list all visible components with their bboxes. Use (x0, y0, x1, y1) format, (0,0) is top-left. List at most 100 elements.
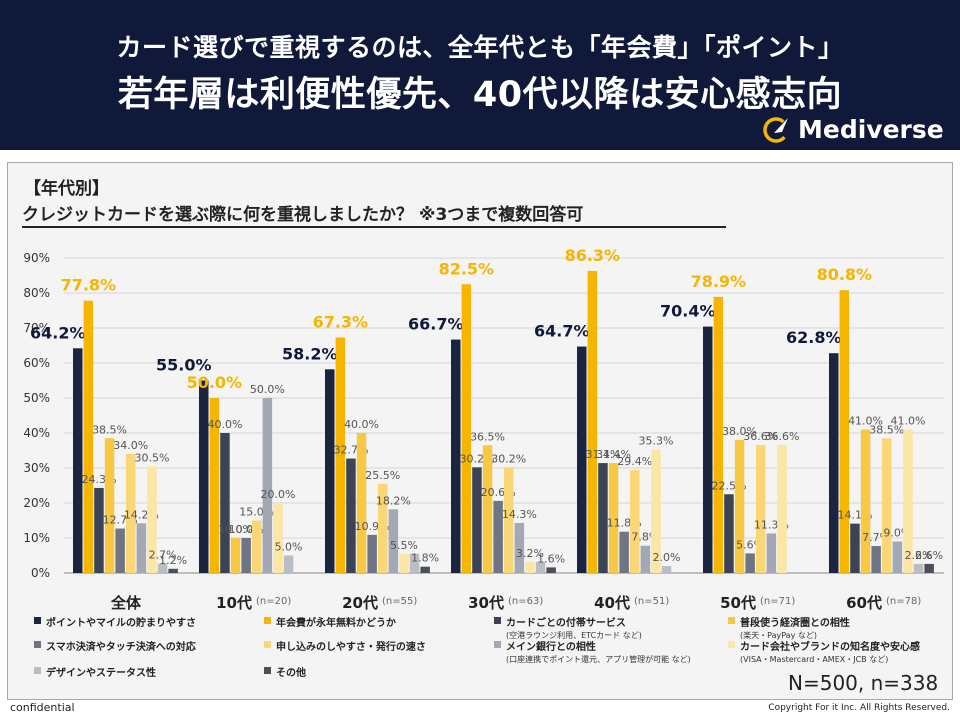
bar (104, 438, 115, 573)
data-label: 1.6% (537, 552, 565, 565)
bar (461, 284, 472, 573)
data-label: 29.4% (617, 455, 652, 468)
data-label: 78.9% (691, 272, 747, 291)
legend-label: 年会費が永年無料かどうか (276, 618, 396, 629)
legend-label: カードごとの付帯サービス (506, 618, 626, 629)
header-subtitle: カード選びで重視するのは、全年代とも「年会費」「ポイント」 (116, 33, 844, 62)
data-label: 41.0% (848, 415, 883, 428)
bar (913, 563, 924, 573)
data-label: 80.8% (817, 265, 873, 284)
legend-item: 年会費が永年無料かどうか (264, 614, 396, 629)
data-label: 86.3% (565, 246, 621, 265)
bar (356, 433, 367, 573)
data-label: 36.5% (470, 430, 505, 443)
data-label: 40.0% (344, 418, 379, 431)
bar (126, 454, 136, 573)
data-label: 50.0% (187, 373, 243, 392)
data-label: 38.5% (869, 423, 904, 436)
bar (252, 520, 262, 573)
confidential-label: confidential (10, 701, 75, 714)
bar (157, 563, 168, 573)
y-tick-label: 40% (23, 426, 50, 440)
brand-mark-icon (763, 117, 789, 143)
group-label: 40代 (594, 594, 630, 612)
bar (409, 553, 420, 573)
data-label: 1.2% (159, 554, 187, 567)
header-banner: カード選びで重視するのは、全年代とも「年会費」「ポイント」 若年層は利便性優先、… (0, 0, 960, 150)
y-tick-label: 60% (23, 356, 50, 370)
brand-name: Mediverse (798, 114, 944, 144)
data-label: 34.0% (113, 439, 148, 452)
bar (241, 538, 251, 573)
bar (472, 467, 482, 573)
legend-swatch (494, 617, 501, 624)
legend-swatch (728, 617, 735, 624)
bar (335, 337, 346, 573)
data-label: 31.4% (596, 448, 631, 461)
bar (451, 339, 461, 573)
data-label: 70.4% (660, 302, 716, 321)
data-label: 64.7% (534, 322, 590, 341)
data-label: 5.0% (275, 541, 303, 554)
group-label: 50代 (720, 594, 756, 612)
legend-item: その他 (264, 664, 306, 679)
y-tick-label: 90% (23, 251, 50, 265)
bar (230, 538, 241, 573)
bar (924, 563, 934, 573)
group-sample-size: (n=55) (382, 596, 417, 607)
bar (871, 546, 881, 573)
data-label: 2.0% (653, 551, 681, 564)
bar (535, 561, 546, 573)
legend-swatch (264, 667, 271, 674)
bar (829, 353, 839, 573)
data-label: 14.3% (502, 508, 537, 521)
bar (724, 494, 734, 573)
data-label: 1.8% (411, 552, 439, 565)
data-label: 38.5% (92, 423, 127, 436)
bar (346, 458, 356, 573)
y-tick-label: 70% (23, 321, 50, 335)
bar (882, 438, 892, 573)
bar (756, 444, 766, 573)
legend-item: 普段使う経済圏との相性 (楽天・PayPay など) (728, 614, 850, 641)
bar (325, 369, 335, 573)
chart-legend: ポイントやマイルの貯まりやすさ 年会費が永年無料かどうか カードごとの付帯サービス (… (34, 614, 954, 694)
copyright-text: Copyright For it Inc. All Rights Reserve… (768, 703, 950, 713)
legend-swatch (494, 641, 501, 648)
bar (388, 509, 399, 573)
data-label: 30.5% (134, 451, 169, 464)
data-label: 62.8% (786, 328, 842, 347)
bar (734, 440, 745, 573)
legend-note: (VISA・Mastercard・AMEX・JCB など) (740, 655, 889, 664)
data-label: 20.0% (260, 488, 295, 501)
bar (651, 449, 661, 573)
bar (504, 467, 514, 573)
bar (115, 528, 125, 573)
bar (577, 346, 587, 573)
legend-note: (楽天・PayPay など) (740, 631, 817, 640)
bar (598, 463, 608, 573)
bar (640, 545, 651, 573)
data-label: 30.2% (491, 452, 526, 465)
y-tick-label: 30% (23, 461, 50, 475)
data-label: 55.0% (156, 356, 212, 375)
data-label: 18.2% (376, 494, 411, 507)
bar (482, 445, 493, 573)
legend-label: 申し込みのしやすさ・発行の速さ (276, 642, 426, 653)
data-label: 31.4% (585, 448, 620, 461)
bar (619, 531, 629, 573)
y-tick-label: 10% (23, 531, 50, 545)
bar (378, 483, 388, 573)
bar (94, 487, 104, 573)
data-label: 3.2% (516, 547, 544, 560)
data-label: 2.6% (905, 549, 933, 562)
legend-item: メイン銀行との相性 (口座連携でポイント還元、アプリ管理が可能 など) (494, 638, 691, 665)
bar (777, 444, 787, 573)
legend-item: 申し込みのしやすさ・発行の速さ (264, 638, 426, 653)
legend-item: デザインやステータス性 (34, 664, 156, 679)
legend-label: 普段使う経済圏との相性 (740, 618, 850, 629)
legend-label: スマホ決済やタッチ決済への対応 (46, 642, 196, 653)
group-label: 10代 (216, 594, 252, 612)
question-underline (22, 226, 726, 228)
group-sample-size: (n=63) (508, 596, 543, 607)
